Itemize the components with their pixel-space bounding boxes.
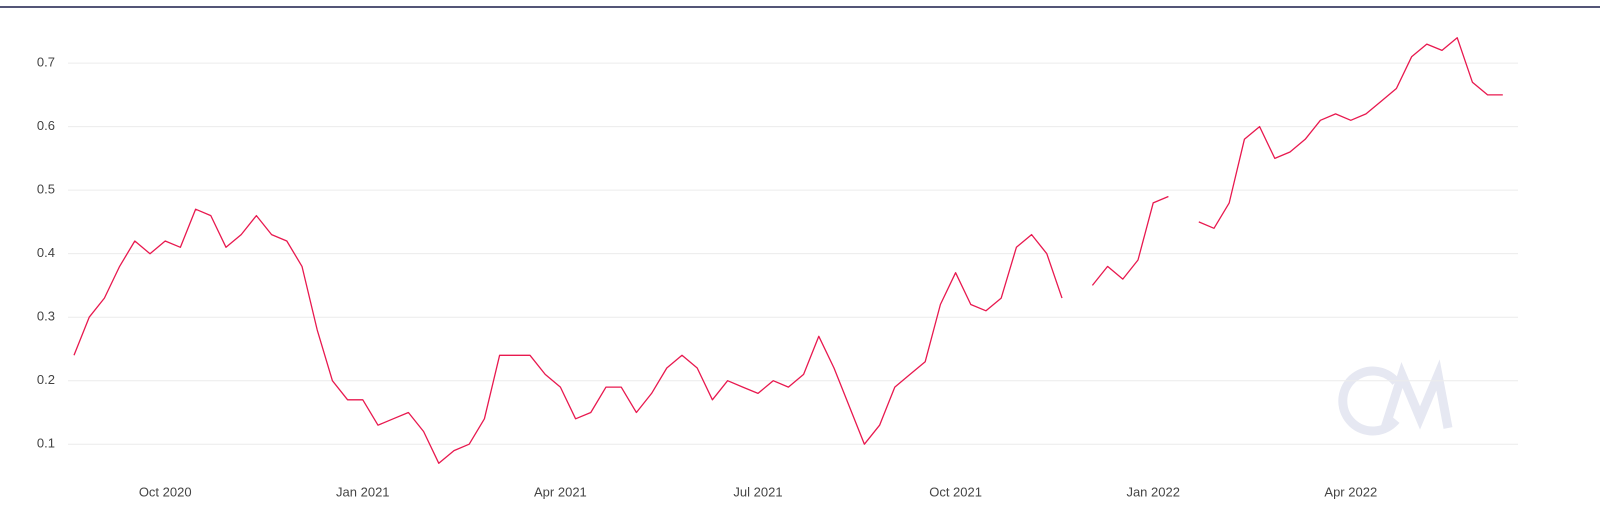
x-tick-label: Oct 2021 [929,484,982,499]
y-tick-label: 0.3 [37,309,55,324]
x-tick-label: Apr 2021 [534,484,587,499]
x-tick-label: Jul 2021 [733,484,782,499]
y-tick-label: 0.2 [37,372,55,387]
x-tick-label: Jan 2022 [1126,484,1180,499]
x-tick-label: Oct 2020 [139,484,192,499]
x-tick-label: Jan 2021 [336,484,390,499]
watermark-logo [1338,359,1453,436]
y-tick-label: 0.1 [37,436,55,451]
y-tick-label: 0.7 [37,55,55,70]
y-tick-label: 0.4 [37,245,55,260]
y-tick-label: 0.6 [37,118,55,133]
data-line [73,37,1503,464]
y-tick-label: 0.5 [37,182,55,197]
x-tick-label: Apr 2022 [1324,484,1377,499]
